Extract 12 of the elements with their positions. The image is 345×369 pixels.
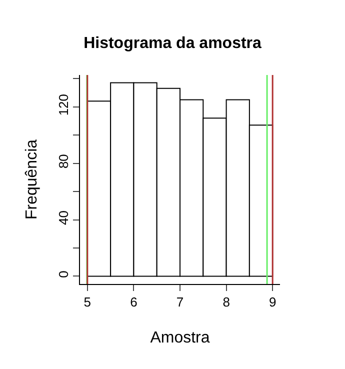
y-tick-label: 80	[56, 154, 71, 169]
y-tick-label: 0	[56, 270, 71, 278]
y-tick-label: 120	[56, 94, 71, 116]
x-tick-label: 9	[268, 294, 276, 310]
x-axis-title: Amostra	[150, 329, 210, 346]
y-axis-title: Frequência	[24, 139, 41, 220]
x-tick-label: 6	[130, 294, 138, 310]
x-tick-label: 8	[222, 294, 230, 310]
y-tick-label: 40	[56, 210, 71, 226]
x-tick-label: 7	[176, 294, 184, 310]
chart-title: Histograma da amostra	[84, 35, 262, 52]
x-tick-label: 5	[84, 294, 92, 310]
